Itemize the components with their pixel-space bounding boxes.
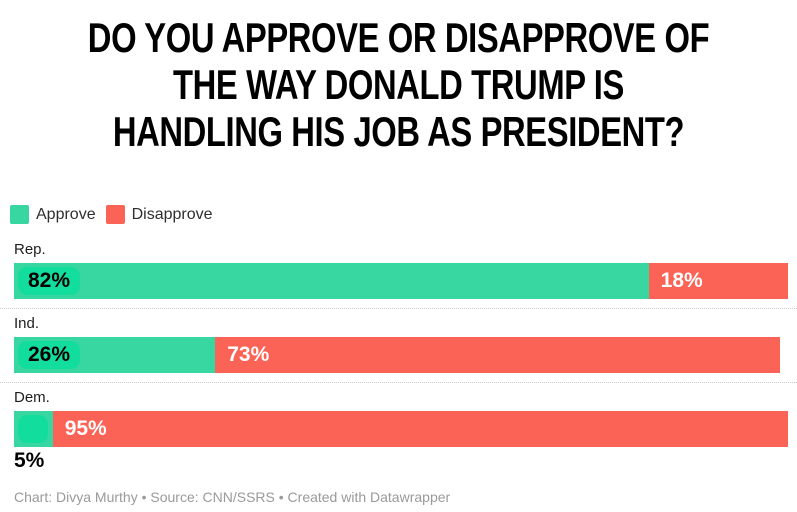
legend-item-approve: Approve (10, 205, 96, 224)
approve-value-pill-ind: 26% (18, 341, 81, 369)
disapprove-swatch-icon (105, 205, 125, 224)
category-label-dem: Dem. (14, 389, 50, 406)
approve-segment-rep: 82% (14, 263, 649, 299)
category-label-rep: Rep. (14, 241, 46, 258)
approve-segment-ind: 26% (14, 337, 216, 373)
approve-segment-dem (14, 411, 53, 447)
category-label-ind: Ind. (14, 315, 40, 332)
approve-value-outside-dem: 5% (14, 449, 45, 472)
bar-dem: 95% (14, 411, 788, 447)
disapprove-value-dem: 95% (64, 417, 107, 440)
title-line-2: THE WAY DONALD TRUMP IS (173, 61, 624, 108)
disapprove-segment-ind: 73% (215, 337, 781, 373)
stacked-bar-chart: Rep. 82% 18% Ind. 26% 73% (0, 235, 797, 482)
disapprove-value-ind: 73% (227, 343, 270, 366)
disapprove-segment-dem: 95% (52, 411, 788, 447)
approve-swatch-icon (10, 205, 29, 224)
legend: Approve Disapprove (10, 205, 797, 224)
approve-value-pill-dem (18, 415, 48, 443)
disapprove-segment-rep: 18% (648, 263, 788, 299)
legend-item-disapprove: Disapprove (105, 205, 213, 224)
bar-row-rep: Rep. 82% 18% (0, 235, 797, 308)
bar-rep: 82% 18% (14, 263, 788, 299)
title-line-3: HANDLING HIS JOB AS PRESIDENT? (112, 108, 685, 155)
legend-label-disapprove: Disapprove (131, 205, 213, 223)
attribution-text: Chart: Divya Murthy • Source: CNN/SSRS •… (14, 489, 451, 505)
bar-ind: 26% 73% (14, 337, 788, 373)
bar-row-ind: Ind. 26% 73% (0, 308, 797, 382)
bar-row-dem: Dem. 95% 5% (0, 382, 797, 482)
approve-value-pill-rep: 82% (18, 267, 81, 295)
chart-title: DO YOU APPROVE OR DISAPPROVE OF THE WAY … (88, 14, 710, 155)
legend-label-approve: Approve (36, 205, 96, 223)
title-line-1: DO YOU APPROVE OR DISAPPROVE OF (87, 14, 710, 61)
disapprove-value-rep: 18% (660, 269, 703, 292)
